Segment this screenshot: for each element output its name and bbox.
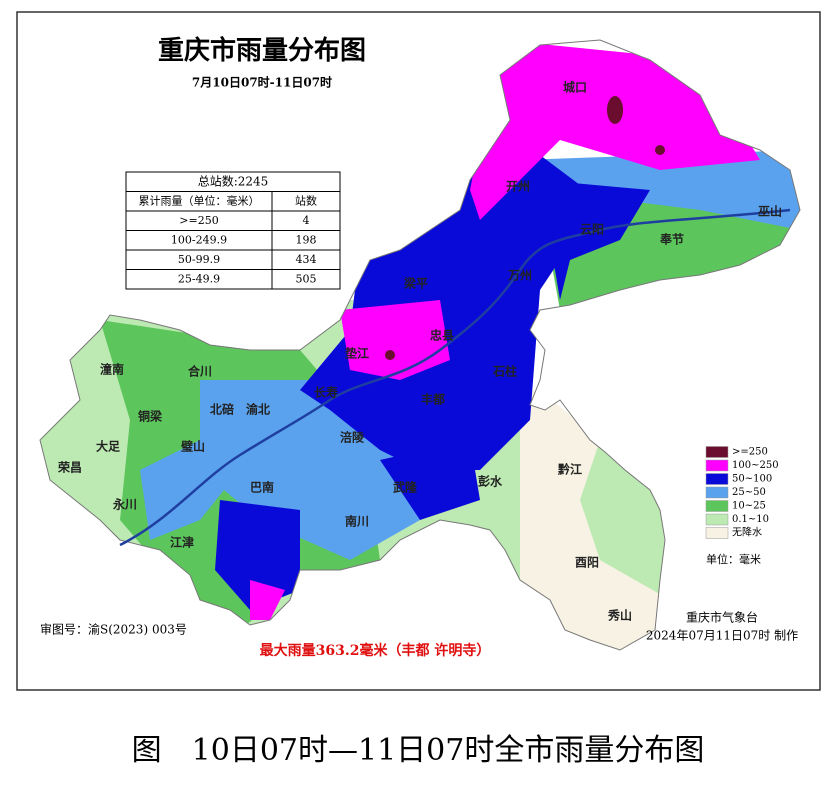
- place-label: 渝北: [246, 402, 270, 417]
- legend-swatch: [705, 486, 729, 499]
- place-label: 江津: [170, 535, 194, 550]
- rain-area: [385, 350, 395, 360]
- place-label: 彭水: [478, 474, 503, 489]
- table-cell: 434: [296, 253, 317, 266]
- legend-swatch: [705, 459, 729, 472]
- river: [119, 208, 791, 547]
- legend-swatch: [705, 500, 729, 512]
- table-header: 总站数:2245: [198, 173, 269, 188]
- place-label: 永川: [112, 497, 137, 512]
- table-cell: 25-49.9: [178, 272, 220, 285]
- figure-caption: 图 10日07时—11日07时全市雨量分布图: [132, 733, 705, 768]
- legend-label: 25~50: [732, 487, 766, 498]
- table-cell: >=250: [179, 214, 218, 227]
- place-label: 璧山: [181, 439, 205, 454]
- table-cell: 50-99.9: [178, 253, 220, 266]
- review-number: 审图号：渝S(2023) 003号: [40, 622, 187, 637]
- place-label: 开州: [506, 180, 530, 194]
- place-label: 酉阳: [575, 555, 599, 570]
- place-label: 万州: [507, 269, 532, 283]
- map-subtitle: 7月10日07时-11日07时: [192, 75, 332, 90]
- legend-label: 0.1~10: [732, 514, 769, 525]
- table-cell: 100-249.9: [171, 233, 227, 246]
- place-label: 黔江: [558, 462, 582, 477]
- rain-area: [540, 180, 650, 300]
- table-cell: 4: [303, 214, 310, 227]
- rain-area: [580, 440, 670, 600]
- table-column: 累计雨量（单位：毫米）: [139, 193, 260, 207]
- legend-label: 50~100: [732, 474, 772, 485]
- place-label: 巴南: [250, 480, 274, 495]
- place-label: 巫山: [758, 204, 782, 219]
- place-label: 石柱: [492, 364, 517, 379]
- issuer: 重庆市气象台: [686, 610, 758, 625]
- legend-label: 无降水: [732, 526, 762, 539]
- table-cell: 198: [296, 233, 317, 246]
- rain-area: [655, 145, 665, 155]
- table-cell: 505: [296, 272, 317, 285]
- legend-swatch: [705, 446, 729, 458]
- rain-map: [40, 40, 800, 650]
- place-label: 忠县: [430, 328, 454, 343]
- map-title: 重庆市雨量分布图: [158, 35, 366, 66]
- place-label: 南川: [345, 514, 369, 529]
- rain-area: [250, 580, 285, 620]
- rain-area: [215, 500, 300, 610]
- rain-area: [380, 440, 480, 520]
- rain-area: [520, 150, 800, 260]
- legend-swatch: [705, 527, 729, 539]
- place-label: 潼南: [100, 362, 124, 377]
- legend-label: >=250: [732, 447, 768, 458]
- legend: >=250 100~250 50~100 25~50 10~25 0.1~10无降水单位：…: [705, 446, 779, 566]
- place-label: 合川: [188, 364, 212, 379]
- legend-label: 10~25: [732, 501, 766, 512]
- legend-unit: 单位：毫米: [706, 552, 761, 566]
- legend-swatch: [705, 513, 729, 526]
- place-label: 大足: [96, 439, 120, 454]
- frame: [16, 11, 821, 691]
- place-label: 长寿: [314, 385, 338, 400]
- place-label: 城口: [563, 80, 587, 95]
- place-label: 奉节: [659, 232, 684, 247]
- max-rain: 最大雨量363.2毫米（丰都 许明寺）: [260, 642, 491, 659]
- table-column: 站数: [295, 193, 317, 207]
- legend-swatch: [705, 473, 729, 485]
- rain-area: [300, 140, 600, 470]
- place-label: 武隆: [393, 480, 418, 495]
- place-label: 铜梁: [138, 409, 162, 424]
- station-table: 总站数:2245 累计雨量（单位：毫米） 站数 >=250 4 100-249.9 198 5…: [125, 171, 341, 290]
- boundary: [39, 39, 801, 651]
- legend-label: 100~250: [732, 460, 779, 471]
- place-label: 涪陵: [340, 430, 365, 445]
- place-label: 梁平: [403, 276, 428, 291]
- place-label: 荣昌: [57, 460, 82, 475]
- place-label: 丰都: [421, 392, 445, 407]
- place-label: 垫江: [345, 346, 369, 361]
- rain-area: [607, 96, 623, 124]
- place-label: 云阳: [580, 222, 604, 237]
- place-label: 秀山: [607, 608, 632, 623]
- place-label: 北碚: [210, 402, 234, 417]
- issued-time: 2024年07月11日07时 制作: [646, 629, 798, 643]
